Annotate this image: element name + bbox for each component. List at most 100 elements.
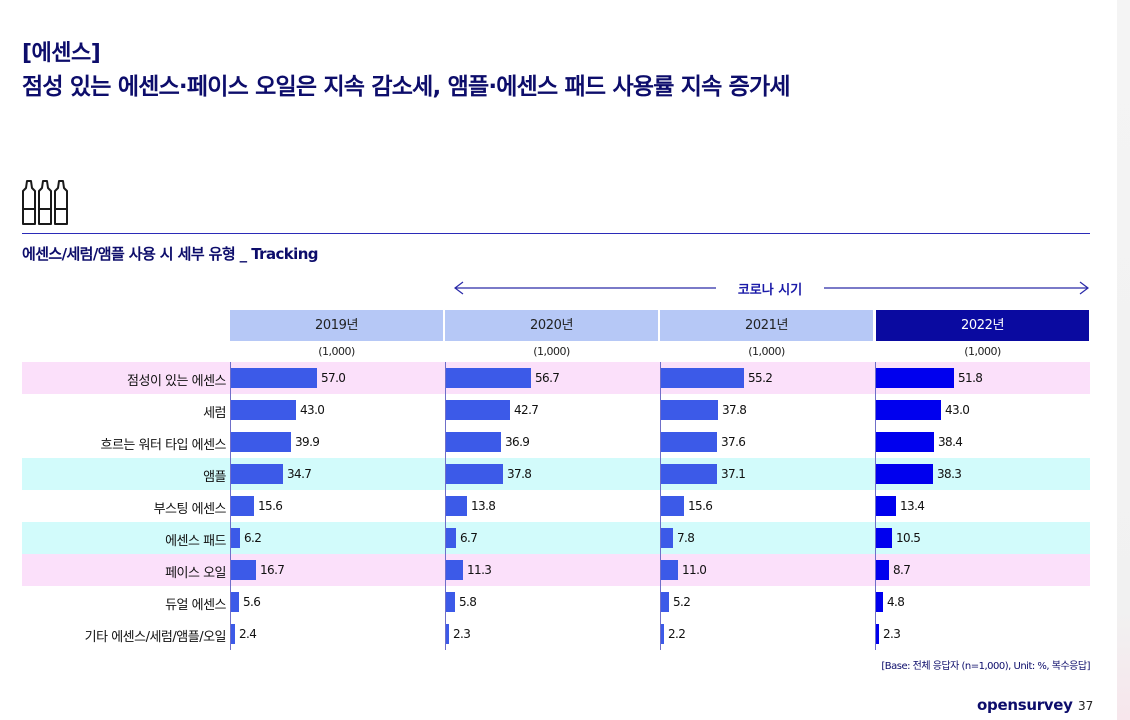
row-highlight-band [22, 554, 1090, 586]
bar [876, 560, 889, 580]
data-label: 8.7 [893, 563, 911, 577]
data-label: 2.3 [883, 627, 901, 641]
category-label: 세럼 [203, 406, 226, 421]
bar [876, 368, 954, 388]
data-label: 2.4 [239, 627, 257, 641]
bar [446, 400, 510, 420]
bar [446, 368, 531, 388]
row-highlight-band [22, 522, 1090, 554]
category-label: 부스팅 에센스 [153, 502, 227, 517]
bar [876, 592, 883, 612]
sample-size-label: (1,000) [533, 345, 570, 358]
data-label: 37.8 [507, 467, 532, 481]
bar [446, 592, 455, 612]
data-label: 34.7 [287, 467, 312, 481]
chart-subtitle: 에센스/세럼/앰플 사용 시 세부 유형 _ Tracking [22, 245, 319, 263]
data-label: 13.8 [471, 499, 496, 513]
sample-size-label: (1,000) [748, 345, 785, 358]
data-label: 36.9 [505, 435, 530, 449]
bar [661, 400, 718, 420]
data-label: 4.8 [887, 595, 905, 609]
bar [446, 464, 503, 484]
data-label: 2.3 [453, 627, 471, 641]
page-headline: 점성 있는 에센스·페이스 오일은 지속 감소세, 앰플·에센스 패드 사용률 … [22, 74, 791, 100]
bar [231, 592, 239, 612]
sample-size-label: (1,000) [964, 345, 1001, 358]
bar [231, 400, 296, 420]
bar [661, 624, 664, 644]
ampoule-bottles-icon [22, 180, 68, 225]
panel-axis-line [230, 362, 231, 650]
category-label: 흐르는 워터 타입 에센스 [100, 438, 227, 453]
sample-size-label: (1,000) [318, 345, 355, 358]
bar [231, 496, 254, 516]
data-label: 37.1 [721, 467, 746, 481]
right-edge-strip [1117, 0, 1130, 720]
data-label: 5.6 [243, 595, 261, 609]
section-divider [22, 233, 1090, 234]
data-label: 5.2 [673, 595, 691, 609]
bar [231, 432, 291, 452]
data-label: 38.4 [938, 435, 963, 449]
data-label: 55.2 [748, 371, 773, 385]
page-number: 37 [1078, 699, 1094, 713]
section-title: [에센스] [22, 41, 101, 66]
category-label: 앰플 [203, 470, 226, 485]
data-label: 37.6 [721, 435, 746, 449]
bar [661, 592, 669, 612]
data-label: 16.7 [260, 563, 285, 577]
bar [231, 368, 317, 388]
year-header: 2022년 [876, 310, 1089, 341]
data-label: 6.2 [244, 531, 262, 545]
bar [446, 624, 449, 644]
bar [876, 624, 879, 644]
base-note: [Base: 전체 응답자 (n=1,000), Unit: %, 복수응답] [881, 661, 1090, 672]
data-label: 51.8 [958, 371, 983, 385]
bar [661, 432, 717, 452]
bar [661, 496, 684, 516]
category-label: 듀얼 에센스 [165, 598, 226, 613]
bar [231, 624, 235, 644]
data-label: 37.8 [722, 403, 747, 417]
data-label: 56.7 [535, 371, 560, 385]
data-label: 15.6 [688, 499, 713, 513]
bar [876, 432, 934, 452]
data-label: 11.3 [467, 563, 492, 577]
bar [876, 496, 896, 516]
bar [446, 528, 456, 548]
data-label: 6.7 [460, 531, 478, 545]
bar [231, 464, 283, 484]
bar [231, 528, 240, 548]
data-label: 11.0 [682, 563, 707, 577]
panel-axis-line [660, 362, 661, 650]
opensurvey-logo: opensurvey [977, 696, 1073, 714]
covid-period-label: 코로나 시기 [716, 279, 824, 298]
bar [446, 432, 501, 452]
data-label: 42.7 [514, 403, 539, 417]
bar [876, 464, 933, 484]
data-label: 39.9 [295, 435, 320, 449]
category-label: 점성이 있는 에센스 [127, 374, 226, 389]
bar [446, 560, 463, 580]
data-label: 13.4 [900, 499, 925, 513]
data-label: 57.0 [321, 371, 346, 385]
bar [661, 560, 678, 580]
bar [446, 496, 467, 516]
data-label: 10.5 [896, 531, 921, 545]
year-header: 2020년 [445, 310, 658, 341]
bar [876, 400, 941, 420]
year-header: 2019년 [230, 310, 443, 341]
data-label: 15.6 [258, 499, 283, 513]
data-label: 7.8 [677, 531, 695, 545]
bar [661, 464, 717, 484]
data-label: 43.0 [945, 403, 970, 417]
bar [661, 368, 744, 388]
bar [231, 560, 256, 580]
category-label: 기타 에센스/세럼/앰플/오일 [84, 630, 227, 645]
year-header: 2021년 [660, 310, 873, 341]
data-label: 2.2 [668, 627, 686, 641]
data-label: 5.8 [459, 595, 477, 609]
bar [876, 528, 892, 548]
data-label: 43.0 [300, 403, 325, 417]
panel-axis-line [445, 362, 446, 650]
